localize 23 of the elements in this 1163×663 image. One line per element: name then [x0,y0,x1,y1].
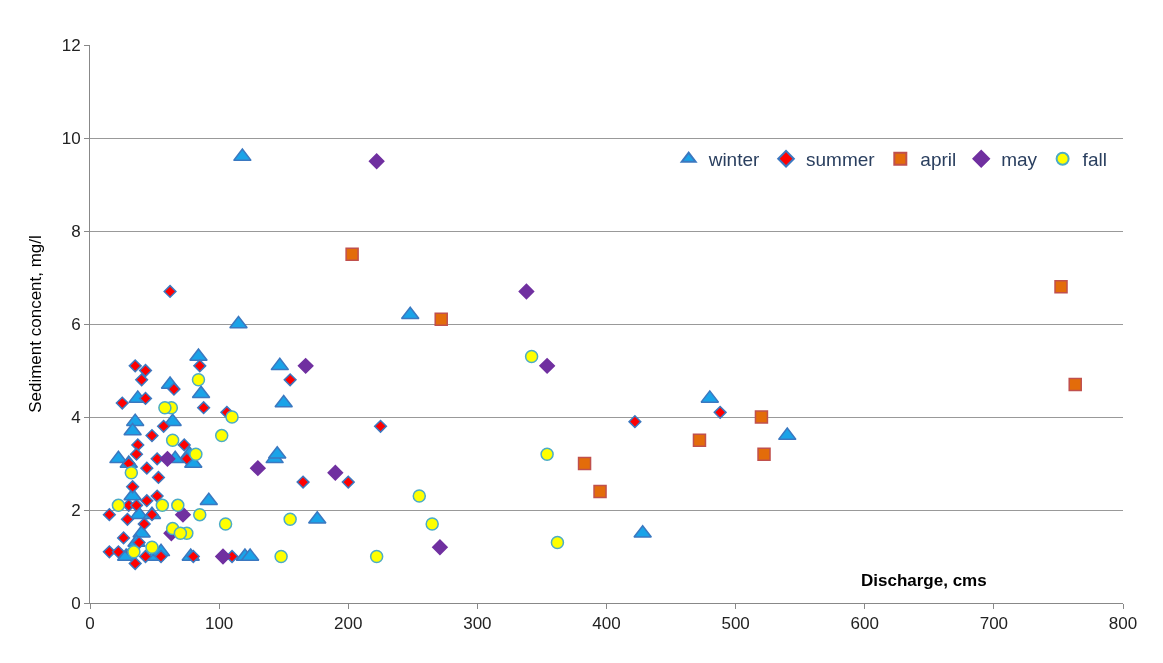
y-tick-label: 0 [71,593,81,613]
y-tick-label: 6 [71,314,81,334]
y-axis-title: Sediment concent, mg/l [26,235,46,413]
y-tick-label: 12 [61,35,81,55]
x-tick-label: 100 [204,614,234,634]
legend-label: april [920,149,957,171]
x-tick-label: 800 [1108,614,1138,634]
legend-label: fall [1082,149,1107,171]
x-tick-label: 500 [721,614,750,634]
y-tick-label: 4 [71,407,81,427]
legend-label: winter [707,149,761,171]
x-tick-label: 700 [979,614,1009,634]
y-tick-label: 10 [61,128,81,148]
y-tick-label: 8 [71,221,81,241]
x-axis-title: Discharge, cms [861,571,987,590]
x-tick-label: 400 [592,614,621,634]
legend-label: summer [806,149,876,171]
x-tick-label: 600 [850,614,879,634]
legend-label: may [1001,149,1038,171]
y-tick-label: 2 [71,500,81,520]
x-tick-label: 300 [463,614,492,634]
x-tick-label: 200 [334,614,363,634]
x-tick-label: 0 [85,614,95,634]
